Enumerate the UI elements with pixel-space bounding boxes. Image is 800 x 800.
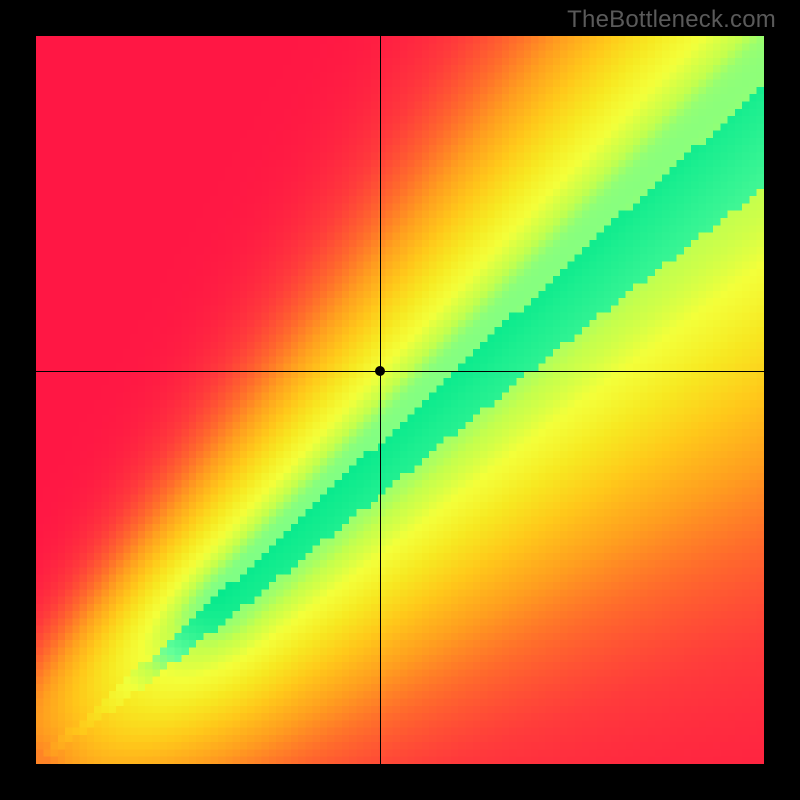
crosshair-vertical	[380, 36, 381, 764]
heatmap-plot	[36, 36, 764, 764]
heatmap-canvas	[36, 36, 764, 764]
crosshair-horizontal	[36, 371, 764, 372]
watermark-text: TheBottleneck.com	[567, 6, 776, 34]
crosshair-marker	[375, 366, 385, 376]
outer-frame: TheBottleneck.com	[0, 0, 800, 800]
